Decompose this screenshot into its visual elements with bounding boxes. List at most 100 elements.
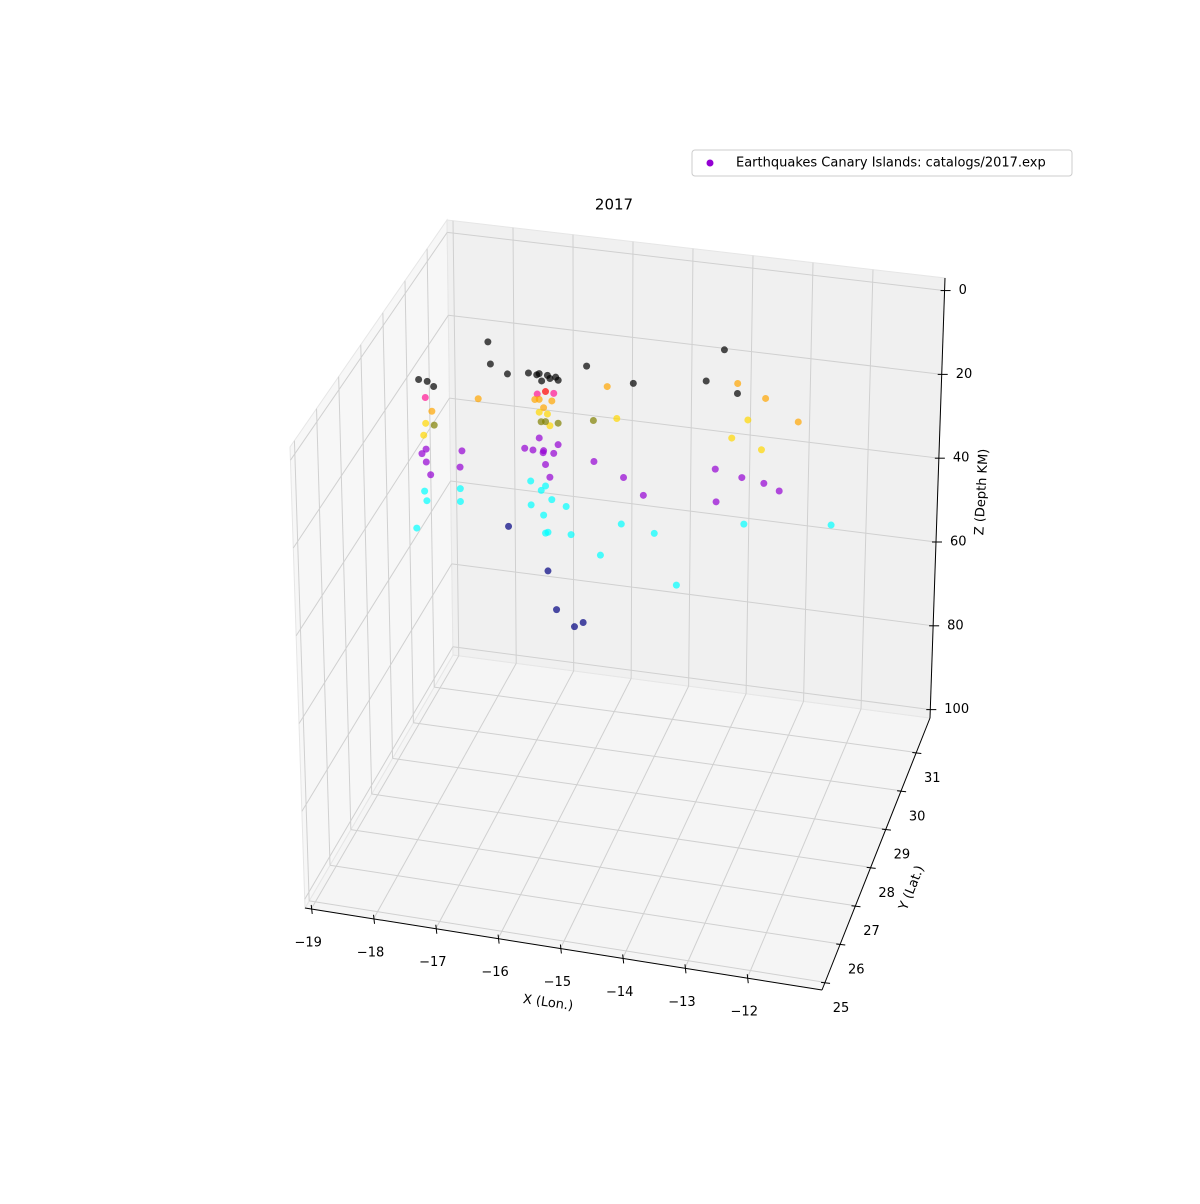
- grid-line: [512, 227, 517, 664]
- data-point: [484, 338, 492, 346]
- data-point: [458, 447, 466, 455]
- z-tick-label: 20: [956, 367, 973, 382]
- legend-label: Earthquakes Canary Islands: catalogs/201…: [736, 156, 1046, 171]
- data-point: [794, 418, 802, 426]
- grid-line: [301, 563, 453, 812]
- data-point: [456, 498, 464, 506]
- grid-line: [404, 280, 414, 723]
- grid-line: [338, 376, 352, 830]
- grid-line: [630, 241, 634, 679]
- data-point: [734, 380, 742, 388]
- data-point: [583, 362, 591, 370]
- grid-line: [622, 693, 747, 959]
- data-point: [542, 461, 550, 469]
- data-point: [428, 407, 436, 415]
- data-point: [539, 449, 547, 457]
- tick-mark: [866, 866, 876, 869]
- grid-line: [293, 440, 310, 901]
- y-axis-line: [821, 717, 931, 991]
- z-tick-label: 60: [950, 535, 967, 550]
- axes: −19 −18 −17 −16 −15 −14 −13 −12 25 26 27 28 29 30 31 0 2…: [295, 277, 973, 1020]
- data-point: [533, 390, 541, 398]
- data-point: [542, 529, 550, 537]
- data-point: [418, 450, 426, 458]
- data-point: [524, 369, 532, 377]
- data-point: [543, 410, 551, 418]
- data-point: [639, 491, 647, 499]
- grid-line: [688, 248, 694, 687]
- data-point: [527, 501, 535, 509]
- data-point: [422, 419, 430, 427]
- data-point: [775, 487, 783, 495]
- data-point: [505, 522, 513, 530]
- tick-mark: [820, 981, 831, 984]
- data-point: [827, 521, 835, 529]
- chart-title: 2017: [595, 196, 633, 214]
- data-point: [423, 497, 431, 505]
- data-point: [533, 371, 541, 379]
- data-point: [757, 446, 765, 454]
- grid-line: [316, 408, 331, 866]
- data-point: [546, 422, 554, 430]
- panes: [289, 218, 946, 991]
- data-point: [711, 465, 719, 473]
- data-point: [554, 419, 562, 427]
- data-point: [712, 498, 720, 506]
- data-point: [537, 418, 545, 426]
- tick-mark: [836, 943, 846, 946]
- data-point: [423, 377, 431, 385]
- data-point: [738, 474, 746, 482]
- data-point: [540, 404, 548, 412]
- data-point: [535, 434, 543, 442]
- data-point: [538, 377, 546, 385]
- data-point: [546, 473, 554, 481]
- data-point: [521, 444, 529, 452]
- data-point: [579, 618, 587, 626]
- grid-line: [304, 646, 454, 900]
- data-point: [553, 606, 561, 614]
- data-point: [629, 379, 637, 387]
- data-point: [474, 395, 482, 403]
- data-point: [728, 434, 736, 442]
- data-point: [720, 346, 728, 354]
- grid-line: [434, 686, 917, 753]
- grid-line: [572, 234, 575, 671]
- grid-line: [450, 480, 937, 543]
- legend: Earthquakes Canary Islands: catalogs/201…: [691, 149, 1073, 177]
- grid-line: [803, 262, 814, 702]
- x-tick-label: −16: [481, 965, 508, 980]
- data-point: [430, 382, 438, 390]
- y-tick-label: 25: [833, 1001, 850, 1016]
- x-axis-line: [304, 907, 823, 991]
- grid-line: [360, 344, 373, 794]
- back-pane: [446, 219, 946, 719]
- grid-line: [373, 663, 517, 920]
- data-point: [702, 377, 710, 385]
- data-point: [570, 623, 578, 631]
- data-point: [542, 482, 550, 490]
- grid-line: [392, 757, 886, 830]
- data-point: [456, 485, 464, 493]
- data-point: [422, 458, 430, 466]
- grid-line: [382, 312, 394, 759]
- y-tick-label: 29: [894, 848, 911, 863]
- z-tick-label: 40: [953, 451, 970, 466]
- data-point: [540, 511, 548, 519]
- data-point: [620, 474, 628, 482]
- grid-line: [448, 314, 942, 375]
- x-tick-label: −12: [731, 1005, 758, 1020]
- grid-line: [290, 232, 448, 461]
- data-point: [420, 431, 428, 439]
- z-tick-label: 80: [947, 618, 964, 633]
- y-tick-label: 31: [924, 771, 941, 786]
- data-point: [562, 502, 570, 510]
- data-point: [527, 477, 535, 485]
- tick-mark: [881, 828, 891, 831]
- grid-line: [447, 231, 945, 292]
- z-axis-label: Z (Depth KM): [972, 448, 992, 535]
- tick-mark: [912, 751, 922, 754]
- x-tick-label: −17: [419, 955, 446, 970]
- data-point: [537, 486, 545, 494]
- grid-line: [451, 563, 934, 627]
